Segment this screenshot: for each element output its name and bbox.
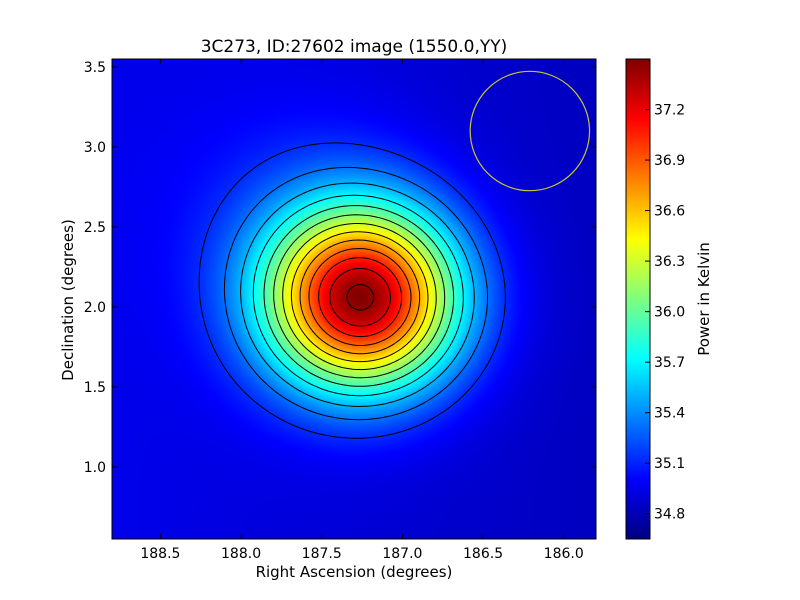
contour-level-2 [223, 166, 488, 421]
x-tick-label: 188.5 [140, 546, 180, 562]
contour-level-8 [290, 231, 429, 363]
x-tick-label: 187.0 [382, 546, 422, 562]
x-tick-label: 187.5 [302, 546, 342, 562]
colorbar-tick-label: 35.7 [654, 355, 685, 371]
contour-level-7 [282, 223, 437, 371]
x-tick-label: 188.0 [221, 546, 261, 562]
colorbar-tick-label: 37.2 [654, 103, 685, 119]
x-tick-label: 186.5 [463, 546, 503, 562]
colorbar-gradient [625, 58, 651, 540]
y-tick-label: 2.5 [84, 220, 106, 236]
contour-level-11 [318, 257, 403, 338]
y-tick-label: 3.0 [84, 140, 106, 156]
chart-title: 3C273, ID:27602 image (1550.0,YY) [201, 37, 508, 57]
colorbar-tick-label: 34.8 [654, 507, 685, 523]
y-tick-label: 1.0 [84, 460, 106, 476]
plot-frame [111, 58, 597, 540]
contour-level-1 [198, 142, 506, 439]
colorbar-tick-label: 35.4 [654, 406, 685, 422]
heatmap-image [112, 59, 596, 539]
y-tick-label: 1.5 [84, 380, 106, 396]
contour-level-12 [329, 268, 391, 327]
contour-level-13 [346, 284, 375, 311]
heatmap-plot [112, 59, 596, 539]
colorbar-tick-label: 36.3 [654, 254, 685, 270]
x-axis-label: Right Ascension (degrees) [256, 563, 453, 581]
colorbar: 34.8 35.1 35.4 35.7 36.0 36.3 36.6 36.9 37.2 Pow… [625, 58, 713, 540]
contour-level-6 [273, 214, 446, 379]
y-axis: 1.0 1.5 2.0 2.5 3.0 3.5 [84, 60, 596, 476]
x-axis: 188.5 188.0 187.5 187.0 186.5 186.0 [140, 59, 584, 562]
colorbar-tick-label: 36.6 [654, 204, 685, 220]
contour-level-9 [299, 239, 421, 355]
contour-level-10 [308, 248, 412, 346]
colorbar-tick-label: 36.9 [654, 153, 685, 169]
y-tick-label: 2.0 [84, 300, 106, 316]
contour-level-5 [263, 205, 455, 387]
beam-circle [469, 70, 591, 192]
contour-level-3 [240, 182, 475, 407]
contour-lines [198, 142, 506, 439]
colorbar-label: Power in Kelvin [695, 242, 713, 356]
y-axis-label: Declination (degrees) [59, 219, 77, 381]
contour-level-4 [252, 194, 464, 397]
x-tick-label: 186.0 [544, 546, 584, 562]
colorbar-ticks: 34.8 35.1 35.4 35.7 36.0 36.3 36.6 36.9 37.2 [645, 103, 685, 523]
colorbar-tick-label: 36.0 [654, 305, 685, 321]
colorbar-tick-label: 35.1 [654, 456, 685, 472]
y-tick-label: 3.5 [84, 60, 106, 76]
